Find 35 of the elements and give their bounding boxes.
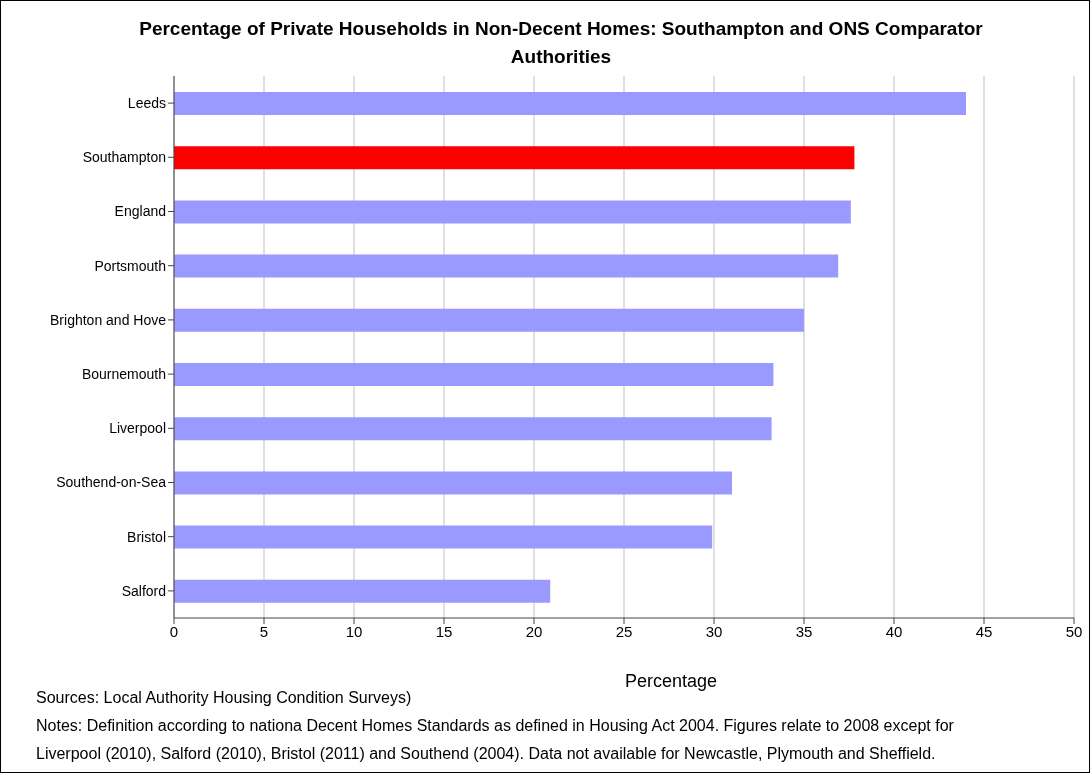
bar xyxy=(174,525,713,549)
x-tick-label: 40 xyxy=(885,622,903,640)
x-tick-label: 35 xyxy=(795,622,813,640)
y-tick-label: England xyxy=(114,203,166,220)
source-note: Sources: Local Authority Housing Condition Surveys) xyxy=(36,689,412,706)
y-tick-label: Salford xyxy=(121,582,166,599)
x-tick-label: 50 xyxy=(1065,622,1083,640)
x-axis-title: Percentage xyxy=(623,671,719,692)
bar xyxy=(174,308,804,332)
bar xyxy=(174,92,966,115)
bar xyxy=(174,200,851,224)
bar xyxy=(174,146,855,170)
chart-title: Percentage of Private Households in Non-Decent Homes: Southampton and ONS Comparator Authorities xyxy=(138,17,984,69)
bar xyxy=(174,363,774,386)
y-tick-label: Liverpool xyxy=(109,420,166,437)
y-tick-label: Bristol xyxy=(127,528,166,545)
x-tick-label: 0 xyxy=(169,622,179,640)
bar xyxy=(174,254,839,278)
y-tick-label: Southend-on-Sea xyxy=(56,474,167,491)
y-tick-label: Brighton and Hove xyxy=(50,311,167,328)
x-tick-label: 10 xyxy=(345,622,363,640)
x-tick-label: 30 xyxy=(705,622,723,640)
y-tick-label: Leeds xyxy=(127,95,166,112)
x-tick-label: 20 xyxy=(525,622,543,640)
x-tick-label: 45 xyxy=(975,622,993,640)
x-tick-label: 5 xyxy=(259,622,269,640)
y-tick-label: Portsmouth xyxy=(94,257,166,274)
x-tick-label: 15 xyxy=(435,622,453,640)
bar xyxy=(174,471,732,495)
x-tick-label: 25 xyxy=(615,622,633,640)
bar xyxy=(174,579,551,603)
y-tick-label: Southampton xyxy=(82,149,166,166)
y-tick-label: Bournemouth xyxy=(81,366,166,383)
bar xyxy=(174,417,772,441)
text: Notes: Definition according to nationa Decent Homes Standards as defined in Housing Act 2004. Figures relate to 2008 except for Liverpool (2010), Salford (2010), Bristol (2011) and Southend (2004). Data not available for Newcastle, Plymouth and Sheffield. xyxy=(36,716,955,764)
